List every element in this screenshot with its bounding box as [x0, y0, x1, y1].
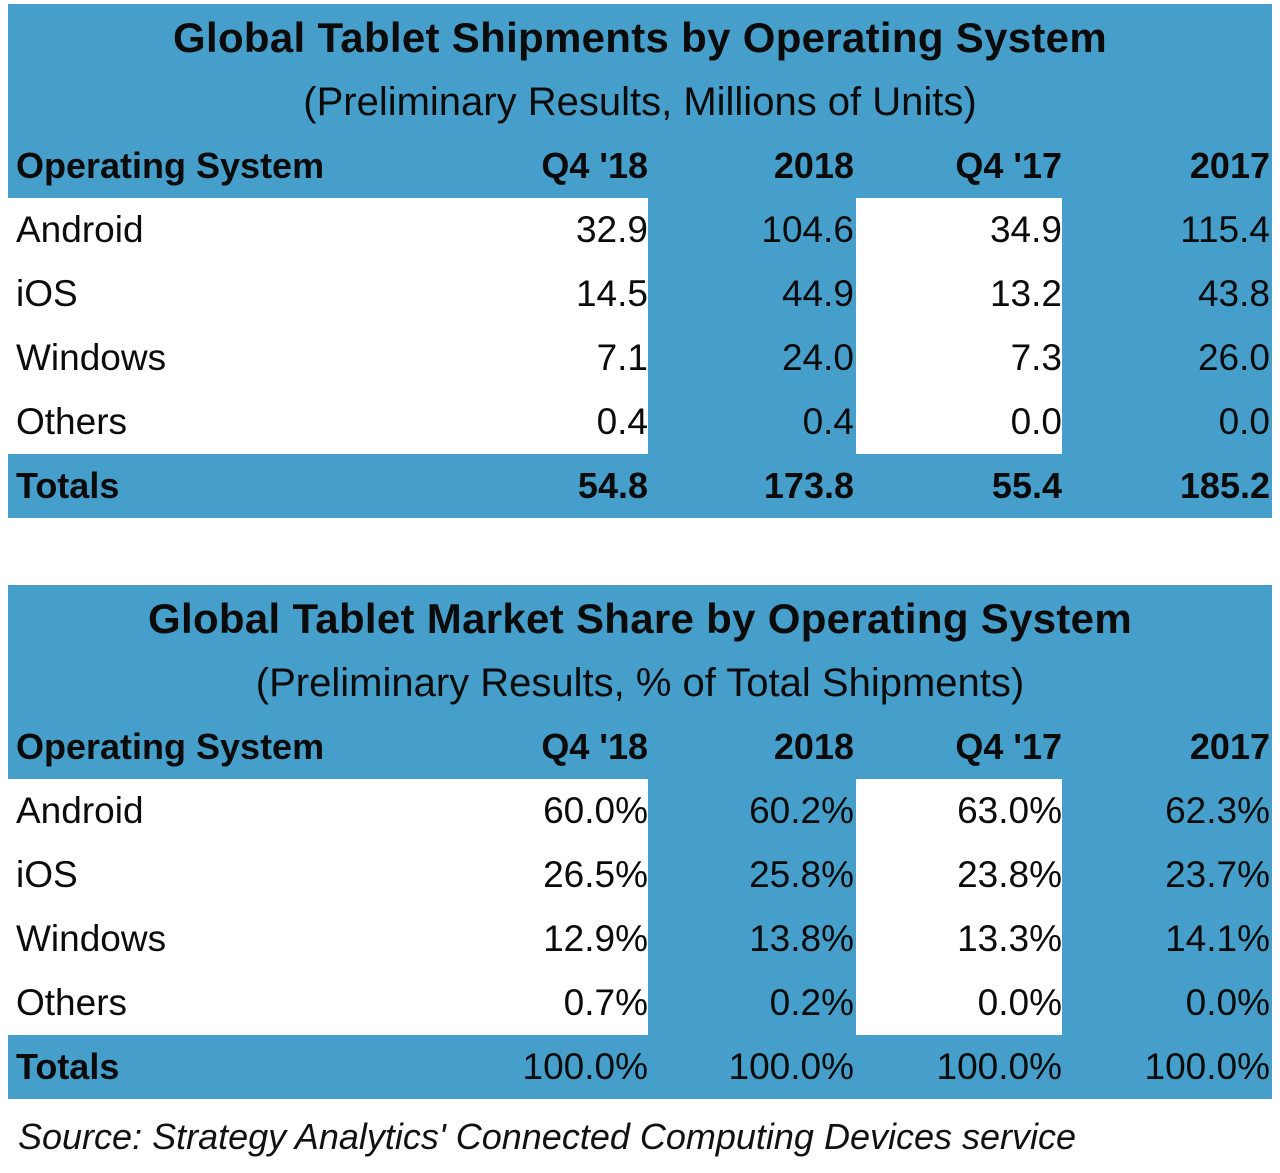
column-header: Q4 '17 — [955, 145, 1062, 186]
cell-bg — [8, 971, 648, 1035]
cell-bg — [856, 779, 1062, 843]
table-cell: 0.0% — [977, 982, 1062, 1023]
table-row: Others 0.7% 0.2% 0.0% 0.0% — [8, 971, 1272, 1035]
totals-cell: 100.0% — [728, 1046, 855, 1087]
table-row: iOS 26.5% 25.8% 23.8% 23.7% — [8, 843, 1272, 907]
table-cell: 12.9% — [543, 918, 648, 959]
cell-bg — [856, 326, 1062, 390]
market-share-table: Global Tablet Market Share by Operating … — [8, 585, 1272, 1099]
table-cell: 60.0% — [543, 790, 648, 831]
table-cell: 7.1 — [596, 337, 648, 378]
column-header: Q4 '18 — [541, 726, 648, 767]
totals-cell: 100.0% — [522, 1046, 649, 1087]
row-label: Others — [16, 982, 128, 1023]
share-title-band: Global Tablet Market Share by Operating … — [8, 585, 1272, 715]
row-label: iOS — [16, 854, 78, 895]
cell-bg — [856, 971, 1062, 1035]
column-header: 2017 — [1189, 726, 1270, 767]
row-label: Android — [16, 790, 144, 831]
cell-bg — [8, 198, 648, 262]
share-title: Global Tablet Market Share by Operating … — [148, 595, 1132, 642]
table-cell: 13.8% — [749, 918, 854, 959]
table-cell: 0.2% — [769, 982, 854, 1023]
row-label: iOS — [16, 273, 78, 314]
table-cell: 23.7% — [1165, 854, 1270, 895]
row-label: Android — [16, 209, 144, 250]
cell-bg — [856, 198, 1062, 262]
column-header: Q4 '18 — [541, 145, 648, 186]
table-cell: 104.6 — [761, 209, 854, 250]
table-row: Windows 7.1 24.0 7.3 26.0 — [8, 326, 1272, 390]
table-row: Others 0.4 0.4 0.0 0.0 — [8, 390, 1272, 454]
table-cell: 14.1% — [1165, 918, 1270, 959]
totals-cell: 185.2 — [1179, 465, 1270, 506]
table-cell: 24.0 — [781, 337, 854, 378]
source-note: Source: Strategy Analytics' Connected Co… — [18, 1116, 1077, 1157]
totals-row: Totals 100.0% 100.0% 100.0% 100.0% — [8, 1035, 1272, 1099]
table-cell: 0.4 — [802, 401, 854, 442]
table-cell: 26.0 — [1197, 337, 1270, 378]
share-header-row: Operating System Q4 '18 2018 Q4 '17 2017 — [8, 715, 1272, 779]
column-header: 2018 — [773, 726, 854, 767]
column-header: 2017 — [1189, 145, 1270, 186]
table-cell: 43.8 — [1197, 273, 1270, 314]
table-cell: 0.0 — [1010, 401, 1062, 442]
cell-bg — [8, 843, 648, 907]
column-header: 2018 — [773, 145, 854, 186]
totals-cell: 100.0% — [936, 1046, 1063, 1087]
totals-cell: 100.0% — [1144, 1046, 1271, 1087]
column-header: Operating System — [16, 145, 325, 186]
table-cell: 34.9 — [989, 209, 1062, 250]
table-cell: 0.0 — [1218, 401, 1270, 442]
table-row: Android 32.9 104.6 34.9 115.4 — [8, 198, 1272, 262]
table-cell: 32.9 — [575, 209, 648, 250]
table-cell: 14.5 — [575, 273, 648, 314]
totals-label: Totals — [16, 1046, 120, 1087]
cell-bg — [8, 907, 648, 971]
table-cell: 7.3 — [1010, 337, 1062, 378]
row-label: Windows — [16, 337, 167, 378]
table-row: Android 60.0% 60.2% 63.0% 62.3% — [8, 779, 1272, 843]
cell-bg — [8, 390, 648, 454]
totals-label: Totals — [16, 465, 120, 506]
row-label: Others — [16, 401, 128, 442]
shipments-subtitle: (Preliminary Results, Millions of Units) — [303, 80, 977, 124]
cell-bg — [8, 326, 648, 390]
table-cell: 13.3% — [957, 918, 1062, 959]
table-cell: 13.2 — [989, 273, 1062, 314]
row-label: Windows — [16, 918, 167, 959]
shipments-table: Global Tablet Shipments by Operating Sys… — [8, 4, 1272, 518]
table-cell: 62.3% — [1165, 790, 1270, 831]
column-header: Operating System — [16, 726, 325, 767]
cell-bg — [8, 262, 648, 326]
table-cell: 25.8% — [749, 854, 854, 895]
column-header: Q4 '17 — [955, 726, 1062, 767]
cell-bg — [856, 843, 1062, 907]
cell-bg — [856, 907, 1062, 971]
table-cell: 44.9 — [781, 273, 854, 314]
cell-bg — [856, 262, 1062, 326]
totals-cell: 55.4 — [991, 465, 1062, 506]
shipments-header-row: Operating System Q4 '18 2018 Q4 '17 2017 — [8, 134, 1272, 198]
table-cell: 63.0% — [957, 790, 1062, 831]
share-subtitle: (Preliminary Results, % of Total Shipmen… — [255, 661, 1025, 705]
shipments-title-band: Global Tablet Shipments by Operating Sys… — [8, 4, 1272, 134]
table-row: iOS 14.5 44.9 13.2 43.8 — [8, 262, 1272, 326]
table-cell: 115.4 — [1180, 209, 1270, 250]
table-cell: 60.2% — [749, 790, 854, 831]
totals-row: Totals 54.8 173.8 55.4 185.2 — [8, 454, 1272, 518]
totals-cell: 173.8 — [763, 465, 854, 506]
table-cell: 0.0% — [1185, 982, 1270, 1023]
table-cell: 0.4 — [596, 401, 648, 442]
table-row: Windows 12.9% 13.8% 13.3% 14.1% — [8, 907, 1272, 971]
cell-bg — [8, 779, 648, 843]
shipments-title: Global Tablet Shipments by Operating Sys… — [173, 14, 1107, 61]
table-cell: 26.5% — [543, 854, 648, 895]
table-cell: 23.8% — [957, 854, 1062, 895]
totals-cell: 54.8 — [577, 465, 648, 506]
table-cell: 0.7% — [563, 982, 648, 1023]
cell-bg — [856, 390, 1062, 454]
